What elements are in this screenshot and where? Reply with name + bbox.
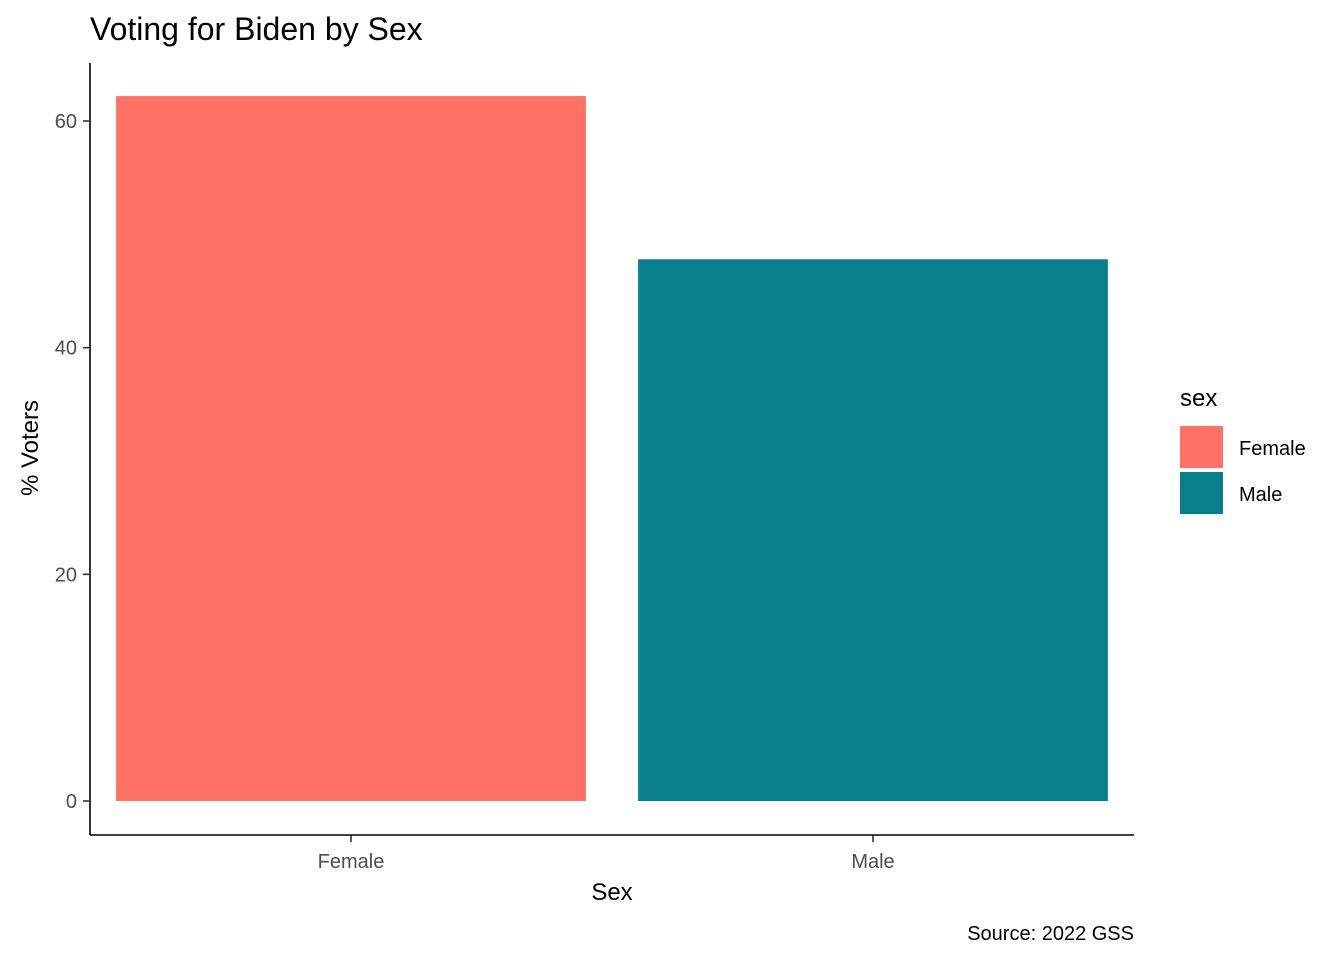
legend-title: sex <box>1180 385 1217 412</box>
y-tick-label-40: 40 <box>55 338 77 360</box>
legend-label-female: Female <box>1239 438 1306 460</box>
legend: sex Female Male <box>1180 385 1306 514</box>
y-axis-title: % Voters <box>17 400 44 496</box>
y-tick-label-20: 20 <box>55 564 77 586</box>
y-tick-label-0: 0 <box>66 791 77 813</box>
bars-group <box>116 96 1108 802</box>
chart-title: Voting for Biden by Sex <box>90 11 423 47</box>
x-tick-label-female: Female <box>318 851 385 873</box>
caption: Source: 2022 GSS <box>967 923 1134 945</box>
y-axis: 0 20 40 60 <box>55 63 91 835</box>
legend-key-male <box>1180 472 1223 514</box>
legend-key-female <box>1180 426 1223 468</box>
x-tick-label-male: Male <box>851 851 894 873</box>
bar-male <box>638 259 1108 801</box>
legend-label-male: Male <box>1239 484 1282 506</box>
x-axis: Female Male <box>90 834 1134 873</box>
x-axis-title: Sex <box>591 879 632 906</box>
bar-female <box>116 96 586 802</box>
y-tick-label-60: 60 <box>55 111 77 133</box>
